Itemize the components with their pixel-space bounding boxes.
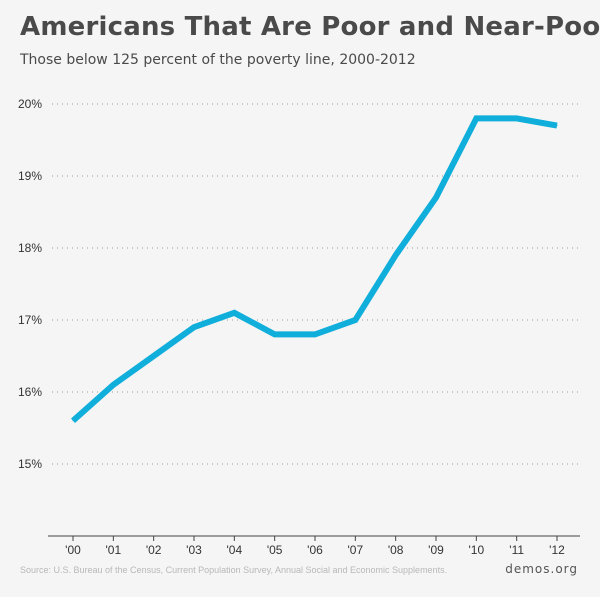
x-tick-label: '08: [388, 543, 404, 557]
x-tick-label: '00: [65, 543, 81, 557]
x-tick-label: '07: [348, 543, 364, 557]
data-point: [556, 125, 558, 127]
chart-subtitle: Those below 125 percent of the poverty l…: [20, 52, 416, 68]
data-point: [233, 312, 235, 314]
x-tick-label: '05: [267, 543, 283, 557]
x-axis: [48, 535, 580, 541]
x-tick-label: '12: [549, 543, 565, 557]
data-point: [314, 333, 316, 335]
y-tick-label: 15%: [18, 457, 42, 471]
data-point: [112, 384, 114, 386]
y-axis-tick-labels: 15% 16% 17% 18% 19% 20%: [18, 97, 42, 471]
y-tick-label: 20%: [18, 97, 42, 111]
data-point: [274, 333, 276, 335]
x-tick-label: '11: [509, 543, 524, 557]
data-point: [153, 355, 155, 357]
y-tick-label: 17%: [18, 313, 42, 327]
y-tick-label: 16%: [18, 385, 42, 399]
y-tick-label: 18%: [18, 241, 42, 255]
data-point: [475, 117, 477, 119]
x-tick-label: '01: [106, 543, 122, 557]
data-point: [435, 197, 437, 199]
gridlines: [52, 103, 580, 465]
chart-title: Americans That Are Poor and Near-Poor: [20, 12, 600, 42]
x-tick-label: '09: [428, 543, 444, 557]
x-tick-label: '06: [307, 543, 323, 557]
data-point: [193, 326, 195, 328]
series-line: [71, 115, 558, 424]
data-point: [354, 319, 356, 321]
x-tick-label: '02: [146, 543, 162, 557]
brand-logo: demos.org: [505, 562, 578, 576]
source-note: Source: U.S. Bureau of the Census, Curre…: [20, 565, 448, 575]
x-tick-label: '10: [469, 543, 485, 557]
x-tick-label: '04: [227, 543, 243, 557]
data-point: [72, 420, 74, 422]
series-layer: [71, 115, 558, 424]
x-axis-tick-labels: '00 '01 '02 '03 '04 '05 '06 '07 '08 '09 '10 '11 '12: [65, 543, 565, 557]
data-point: [395, 254, 397, 256]
x-tick-label: '03: [186, 543, 202, 557]
y-tick-label: 19%: [18, 169, 42, 183]
data-point: [516, 117, 518, 119]
